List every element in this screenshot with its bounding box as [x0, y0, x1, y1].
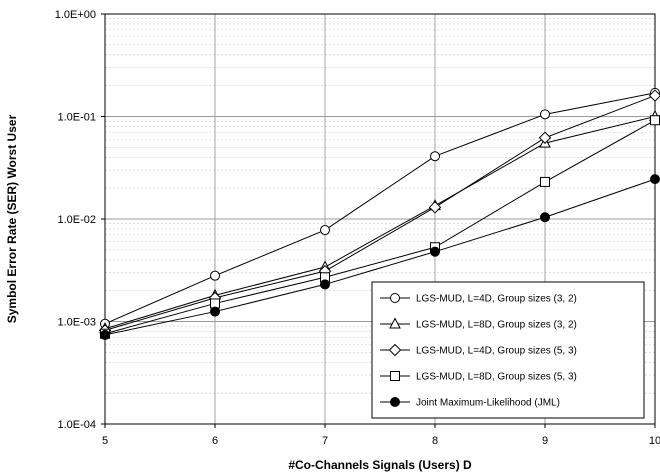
- circle-marker: [430, 151, 440, 162]
- y-tick-label: 1.0E-04: [57, 419, 96, 431]
- x-tick-label: 8: [432, 435, 438, 447]
- legend-item: Joint Maximum-Likelihood (JML): [380, 397, 560, 409]
- legend-box: [371, 281, 645, 419]
- square-marker: [390, 371, 400, 381]
- diamond-marker: [388, 343, 402, 357]
- triangle-marker: [389, 317, 401, 329]
- filled-circle-marker: [320, 279, 330, 290]
- series-line: [104, 95, 656, 331]
- legend: LGS-MUD, L=4D, Group sizes (3, 2) LGS-MUD…: [371, 281, 645, 419]
- y-tick-label: 1.0E-03: [57, 317, 96, 329]
- x-tick-label: 10: [649, 435, 660, 447]
- y-tick-label: 1.0E-01: [57, 112, 96, 124]
- series-line: [104, 119, 656, 335]
- square-marker: [540, 176, 550, 187]
- legend-item: LGS-MUD, L=4D, Group sizes (3, 2): [380, 293, 577, 305]
- circle-marker: [390, 293, 400, 303]
- circle-marker: [210, 270, 220, 281]
- legend-item: LGS-MUD, L=8D, Group sizes (3, 2): [380, 317, 577, 331]
- square-marker: [650, 115, 660, 126]
- legend-label: Joint Maximum-Likelihood (JML): [416, 398, 560, 409]
- circle-marker: [320, 225, 330, 236]
- series-line: [104, 92, 656, 325]
- filled-circle-marker: [540, 212, 550, 223]
- x-tick-label: 7: [322, 435, 328, 447]
- legend-label: LGS-MUD, L=8D, Group sizes (3, 2): [416, 320, 577, 331]
- filled-circle-marker: [390, 397, 400, 407]
- filled-circle-marker: [210, 306, 220, 317]
- diamond-marker: [538, 131, 552, 144]
- diamond-marker: [428, 201, 442, 214]
- series-line: [104, 116, 656, 330]
- filled-circle-marker: [100, 329, 110, 340]
- x-tick-label: 6: [212, 435, 218, 447]
- legend-item: LGS-MUD, L=4D, Group sizes (5, 3): [380, 343, 577, 357]
- x-axis-title: #Co-Channels Signals (Users) D: [288, 458, 472, 472]
- filled-circle-marker: [430, 246, 440, 257]
- legend-label: LGS-MUD, L=8D, Group sizes (5, 3): [416, 372, 577, 383]
- legend-label: LGS-MUD, L=4D, Group sizes (5, 3): [416, 346, 577, 357]
- filled-circle-marker: [650, 174, 660, 185]
- diamond-marker: [648, 89, 660, 102]
- x-tick-label: 5: [102, 435, 108, 447]
- series-group: [98, 87, 660, 340]
- y-axis-title: Symbol Error Rate (SER) Worst User: [5, 114, 19, 323]
- series-5: [100, 174, 660, 340]
- y-tick-label: 1.0E-02: [57, 214, 96, 226]
- series-1: [100, 87, 660, 329]
- legend-item: LGS-MUD, L=8D, Group sizes (5, 3): [380, 371, 577, 383]
- x-tick-label: 9: [542, 435, 548, 447]
- series-line: [104, 178, 656, 336]
- circle-marker: [540, 109, 550, 120]
- legend-label: LGS-MUD, L=4D, Group sizes (3, 2): [416, 294, 577, 305]
- y-tick-label: 1.0E+00: [55, 9, 96, 21]
